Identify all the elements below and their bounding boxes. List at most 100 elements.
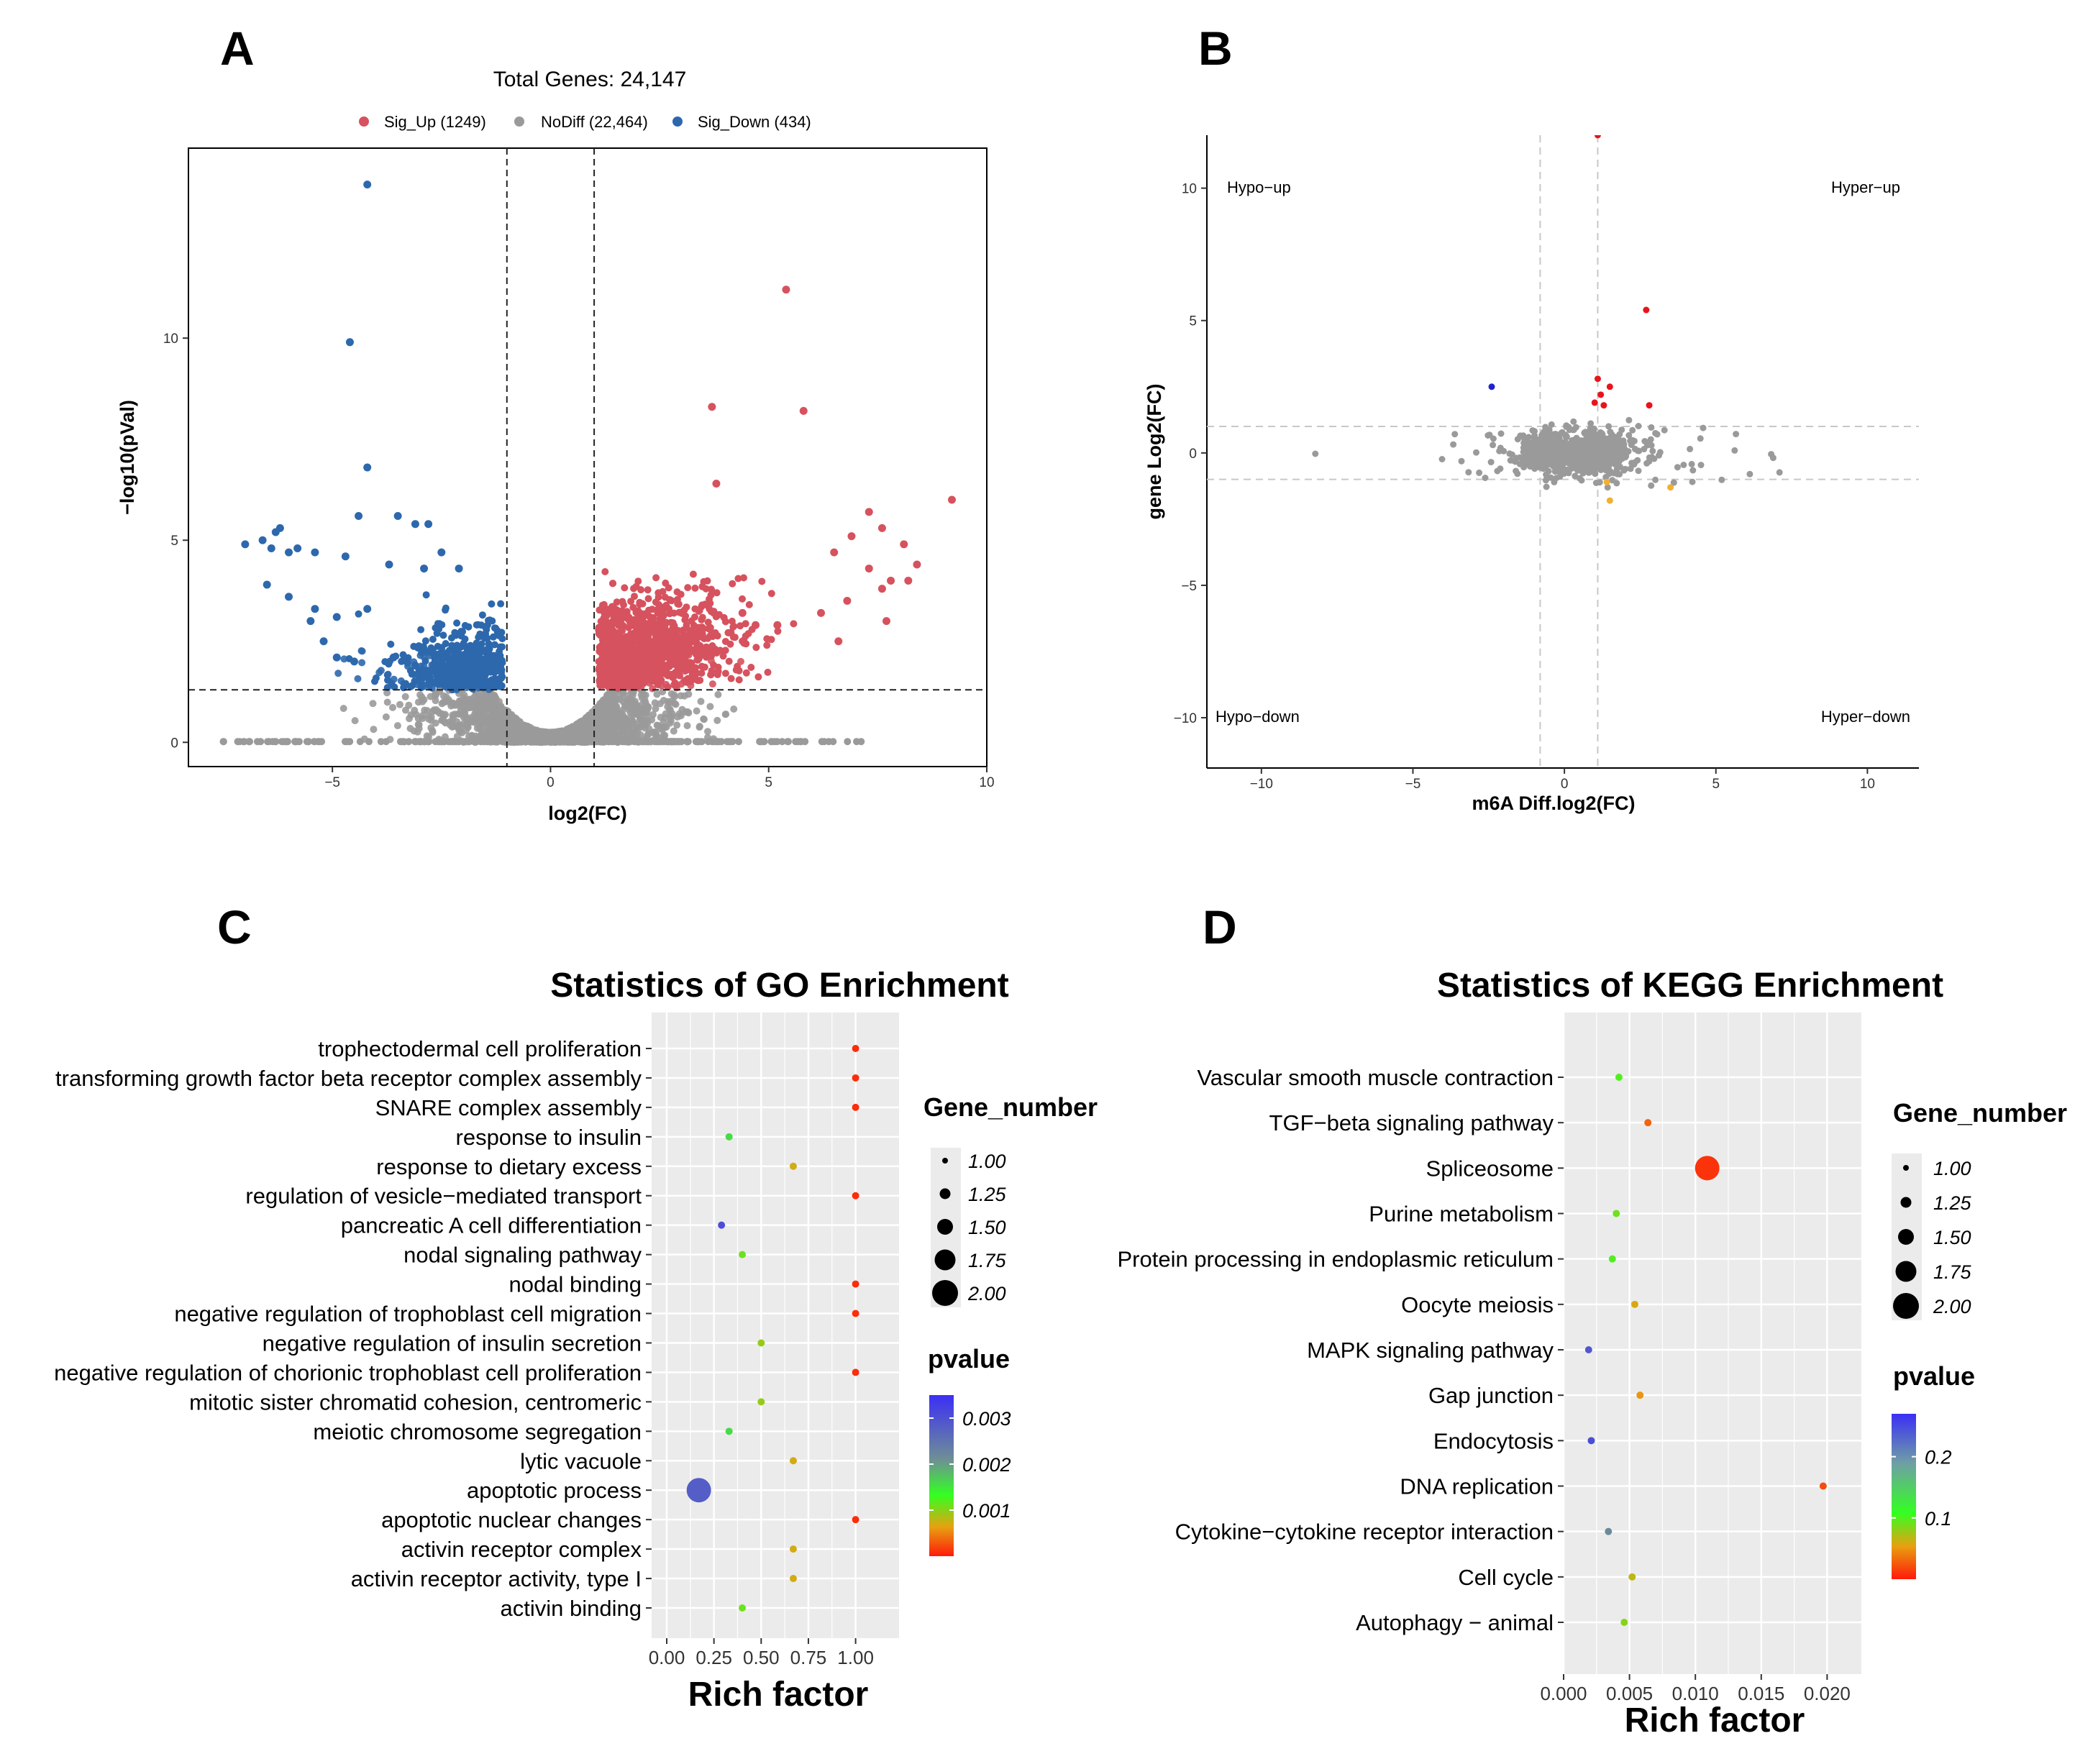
volcano-down-point — [398, 657, 406, 665]
volcano-baseline-point — [514, 738, 521, 746]
volcano-down-point — [489, 667, 497, 675]
volcano-up-point — [642, 677, 649, 685]
volcano-up-point — [707, 671, 715, 679]
volcano-baseline-point — [521, 738, 529, 746]
volcano-up-point — [660, 662, 668, 670]
volcano-up-point — [627, 640, 635, 648]
volcano-up-point — [671, 679, 679, 687]
volcano-down-point — [433, 629, 441, 637]
volcano-down-point — [498, 629, 506, 636]
volcano-baseline-point — [729, 738, 736, 746]
volcano-cloud-point — [496, 705, 503, 713]
volcano-baseline-point — [857, 738, 865, 746]
volcano-baseline-point — [614, 738, 621, 746]
volcano-up-point — [673, 588, 681, 596]
volcano-down-outlier — [345, 338, 354, 347]
volcano-up-point — [652, 574, 660, 582]
volcano-cloud-point — [375, 669, 383, 677]
volcano-up-outlier — [877, 524, 886, 532]
volcano-cloud-point — [405, 701, 413, 709]
volcano-baseline-point — [400, 738, 408, 746]
volcano-up-point — [739, 595, 746, 603]
volcano-up-point — [595, 657, 603, 665]
volcano-down-point — [439, 631, 447, 639]
volcano-up-point — [600, 600, 608, 608]
volcano-down-point — [476, 659, 484, 666]
panel-b-point-cloud — [1312, 416, 1783, 491]
volcano-up-point — [763, 641, 771, 649]
volcano-cloud-point — [700, 715, 708, 723]
volcano-up-point — [630, 585, 637, 593]
volcano-up-outlier — [847, 532, 856, 541]
volcano-down-point — [446, 646, 454, 654]
volcano-up-point — [684, 584, 692, 592]
volcano-down-point — [463, 678, 471, 686]
volcano-cloud-point — [619, 727, 627, 734]
volcano-cloud-point — [423, 732, 431, 740]
volcano-up-point — [611, 643, 619, 651]
volcano-baseline-point — [785, 738, 792, 746]
volcano-up-point — [683, 678, 690, 686]
volcano-up-point — [597, 664, 605, 672]
volcano-cloud-point — [508, 716, 516, 724]
panel-b-clouds — [1207, 135, 1919, 768]
volcano-cloud-point — [685, 709, 693, 717]
volcano-up-point — [719, 652, 727, 660]
volcano-baseline-point — [792, 738, 800, 746]
volcano-down-outlier — [332, 653, 341, 662]
volcano-baseline-point — [411, 738, 419, 746]
volcano-cloud-point — [427, 724, 435, 732]
volcano-up-point — [617, 648, 624, 656]
volcano-baseline-point — [304, 738, 312, 746]
volcano-down-outlier — [385, 560, 393, 569]
volcano-up-point — [736, 622, 744, 630]
volcano-cloud-point — [589, 721, 596, 728]
volcano-up-point — [725, 657, 733, 665]
volcano-baseline-point — [560, 738, 568, 746]
volcano-cloud-point — [475, 700, 483, 708]
volcano-down-point — [453, 641, 461, 649]
volcano-baseline-point — [311, 738, 319, 746]
volcano-down-point — [426, 682, 433, 690]
volcano-down-outlier — [455, 565, 463, 573]
volcano-up-point — [735, 676, 743, 684]
volcano-down-point — [442, 604, 450, 612]
volcano-up-outlier — [817, 608, 826, 617]
volcano-cloud-point — [444, 696, 452, 704]
volcano-up-point — [637, 650, 644, 658]
volcano-up-point — [625, 623, 632, 631]
volcano-baseline-point — [346, 738, 354, 746]
volcano-up-point — [633, 666, 641, 674]
volcano-down-outlier — [306, 617, 315, 626]
volcano-up-point — [686, 644, 694, 652]
volcano-baseline-point — [438, 738, 445, 746]
volcano-up-outlier — [738, 608, 747, 617]
volcano-cloud-point — [401, 693, 409, 700]
volcano-baseline-point — [283, 738, 291, 746]
volcano-down-point — [476, 669, 484, 677]
volcano-up-point — [734, 662, 742, 670]
volcano-up-point — [713, 632, 721, 640]
volcano-up-point — [644, 586, 652, 594]
volcano-cloud-point — [389, 703, 396, 711]
volcano-cloud-point — [706, 703, 714, 710]
volcano-cloud-point — [460, 713, 468, 721]
volcano-down-point — [465, 623, 473, 631]
volcano-cloud-point — [626, 690, 634, 698]
volcano-cloud-point — [653, 690, 661, 698]
volcano-up-outlier — [913, 560, 921, 569]
legend-nodiff-label: NoDiff (22,464) — [541, 113, 648, 131]
volcano-up-point — [726, 629, 733, 636]
volcano-baseline-point — [575, 738, 583, 746]
volcano-baseline-point — [444, 738, 452, 746]
volcano-up-point — [596, 670, 604, 677]
volcano-baseline-point — [797, 738, 805, 746]
volcano-up-point — [600, 631, 608, 639]
volcano-up-point — [764, 668, 772, 676]
volcano-cloud-point — [638, 700, 646, 708]
volcano-baseline-point — [704, 738, 712, 746]
volcano-up-point — [713, 589, 721, 597]
volcano-down-outlier — [311, 548, 319, 557]
volcano-up-outlier — [865, 508, 873, 516]
